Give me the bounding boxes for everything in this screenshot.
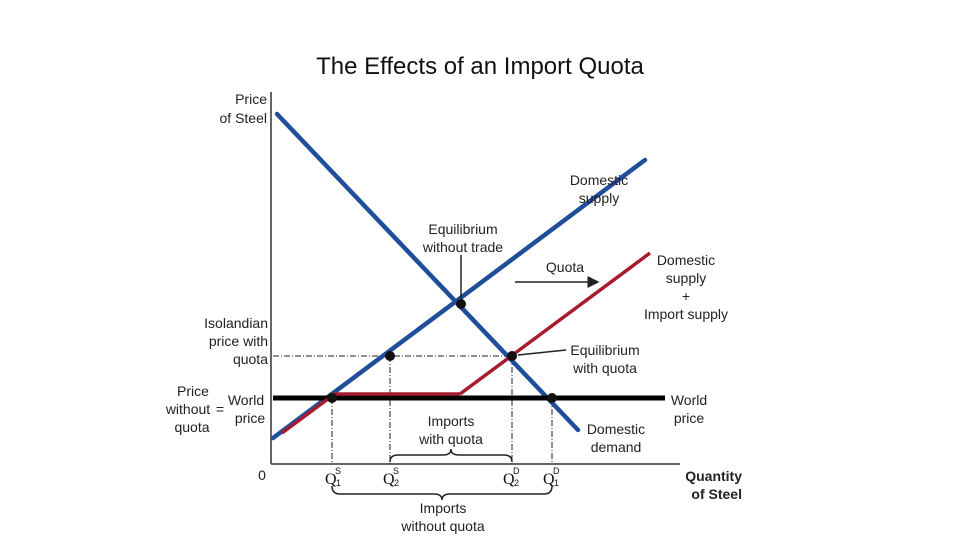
equilibrium-without-trade-label-line-1: Equilibrium bbox=[428, 221, 497, 237]
equilibrium-with-quota-label-line-1: Equilibrium bbox=[570, 342, 639, 358]
imports-with-quota-label-line-2: with quota bbox=[418, 431, 483, 447]
imports-without-quota-label-line-2: without quota bbox=[400, 518, 484, 534]
imports-with-quota-brace bbox=[389, 448, 513, 463]
qs2-subscript: 2 bbox=[394, 478, 399, 488]
world-price-right-label-line-1: World bbox=[671, 392, 707, 408]
price-without-quota-label-line-2: without bbox=[165, 401, 210, 417]
qd2-symbol: Q bbox=[503, 471, 515, 488]
qd1-tick-label: Q D 1 bbox=[543, 466, 560, 488]
qd1-subscript: 1 bbox=[554, 478, 559, 488]
qs1-subscript: 1 bbox=[336, 478, 341, 488]
equals-sign: = bbox=[216, 401, 224, 417]
qd1-point bbox=[547, 393, 557, 403]
domestic-demand-label-line-2: demand bbox=[591, 439, 642, 455]
qs2-point bbox=[385, 351, 395, 361]
price-without-quota-label-line-3: quota bbox=[174, 419, 209, 435]
qs1-symbol: Q bbox=[325, 471, 337, 488]
quota-supply-curve bbox=[458, 251, 652, 396]
qs2-superscript: S bbox=[393, 466, 399, 476]
qd2-superscript: D bbox=[513, 466, 520, 476]
qs2-symbol: Q bbox=[383, 471, 395, 488]
world-price-left-label-line-1: World bbox=[228, 392, 264, 408]
qd2-subscript: 2 bbox=[514, 478, 519, 488]
domestic-demand-label-line-1: Domestic bbox=[587, 421, 645, 437]
domestic-supply-label-line-2: supply bbox=[579, 190, 619, 206]
imports-without-quota-brace bbox=[331, 485, 553, 501]
quota-supply-label-line-4: Import supply bbox=[644, 306, 728, 322]
domestic-demand-curve bbox=[274, 111, 581, 433]
diagram-title: The Effects of an Import Quota bbox=[316, 53, 644, 80]
imports-without-quota-label-line-1: Imports bbox=[420, 500, 467, 516]
qs1-tick-label: Q S 1 bbox=[325, 466, 341, 488]
qs1-superscript: S bbox=[335, 466, 341, 476]
qs1-point bbox=[327, 393, 337, 403]
domestic-supply-curve bbox=[270, 157, 648, 441]
world-price-right-label-line-2: price bbox=[674, 410, 705, 426]
equilibrium-with-quota-label-line-2: with quota bbox=[572, 360, 637, 376]
x-axis-label-line-2: of Steel bbox=[691, 486, 742, 502]
equilibrium-without-trade-label-line-2: without trade bbox=[422, 239, 503, 255]
x-axis-label-line-1: Quantity bbox=[685, 468, 742, 484]
y-axis-label-line-2: of Steel bbox=[220, 110, 267, 126]
qd1-superscript: D bbox=[553, 466, 560, 476]
equilibrium-without-trade-point bbox=[456, 299, 466, 309]
origin-label: 0 bbox=[258, 467, 266, 483]
isolandian-price-label-line-1: Isolandian bbox=[204, 315, 268, 331]
world-price-left-label-line-2: price bbox=[235, 410, 266, 426]
quota-supply-label-line-1: Domestic bbox=[657, 252, 715, 268]
y-axis-label-line-1: Price bbox=[235, 91, 267, 107]
quota-label: Quota bbox=[546, 259, 584, 275]
isolandian-price-label-line-3: quota bbox=[233, 351, 268, 367]
equilibrium-with-quota-point bbox=[507, 351, 517, 361]
qs2-tick-label: Q S 2 bbox=[383, 466, 399, 488]
domestic-supply-label-line-1: Domestic bbox=[570, 172, 628, 188]
qd2-tick-label: Q D 2 bbox=[503, 466, 520, 488]
quota-supply-label-line-3: + bbox=[682, 288, 690, 304]
qd1-symbol: Q bbox=[543, 471, 555, 488]
equilibrium-with-quota-pointer bbox=[517, 349, 567, 356]
quota-supply-lower-segment bbox=[280, 394, 334, 435]
price-without-quota-label-line-1: Price bbox=[177, 383, 209, 399]
imports-with-quota-label-line-1: Imports bbox=[428, 413, 475, 429]
isolandian-price-label-line-2: price with bbox=[209, 333, 268, 349]
quota-supply-label-line-2: supply bbox=[666, 270, 706, 286]
